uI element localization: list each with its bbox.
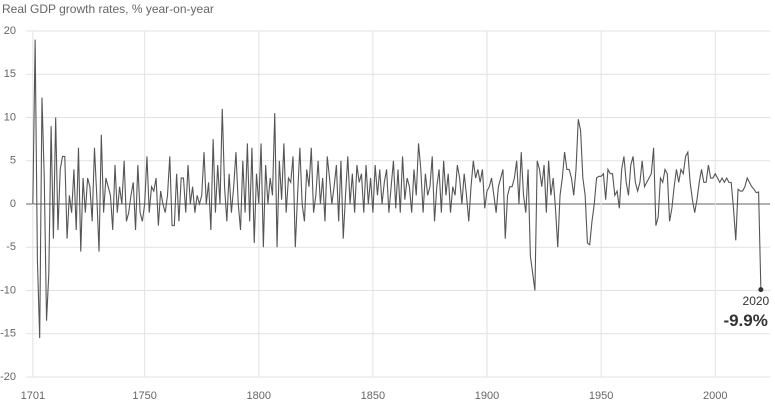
y-tick-label: 0 — [10, 198, 16, 210]
y-tick-label: 15 — [4, 68, 16, 80]
end-value-label: -9.9% — [723, 311, 767, 330]
y-tick-label: -20 — [0, 371, 16, 383]
x-tick-label: 2000 — [703, 390, 727, 402]
data-line — [32, 39, 762, 339]
y-tick-label: 20 — [4, 25, 16, 37]
x-tick-label: 1950 — [589, 390, 613, 402]
x-tick-label: 1900 — [475, 390, 499, 402]
y-tick-label: -10 — [0, 284, 16, 296]
x-tick-label: 1701 — [21, 390, 45, 402]
end-year-label: 2020 — [743, 294, 770, 308]
x-tick-label: 1750 — [132, 390, 156, 402]
y-tick-label: 10 — [4, 111, 16, 123]
x-tick-label: 1850 — [361, 390, 385, 402]
chart-title: Real GDP growth rates, % year-on-year — [2, 2, 214, 16]
y-tick-label: -5 — [6, 241, 16, 253]
x-tick-label: 1800 — [247, 390, 271, 402]
y-tick-label: -15 — [0, 328, 16, 340]
y-tick-label: 5 — [10, 155, 16, 167]
end-point — [758, 287, 764, 293]
